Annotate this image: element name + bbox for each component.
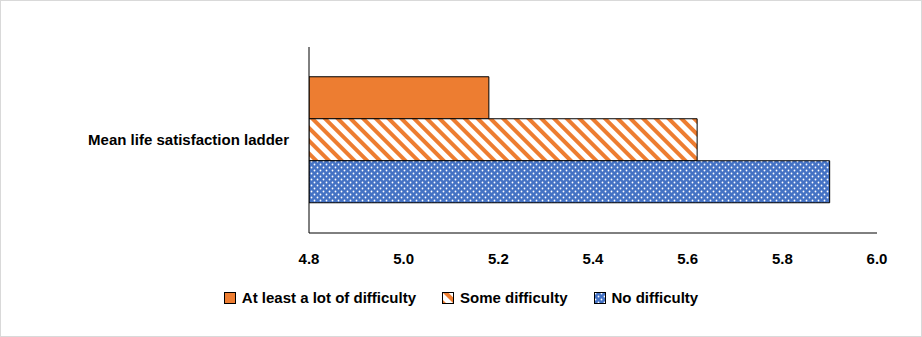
html-text:No difficulty: No difficulty xyxy=(611,289,699,306)
html-text:Some difficulty: Some difficulty xyxy=(460,289,568,306)
svg-text:Mean life satisfaction ladder: Mean life satisfaction ladder xyxy=(88,131,289,148)
svg-text:5.2: 5.2 xyxy=(488,250,509,267)
html-text:At least a lot of difficulty: At least a lot of difficulty xyxy=(241,289,416,306)
svg-text:6.0: 6.0 xyxy=(867,250,888,267)
svg-text:5.6: 5.6 xyxy=(677,250,698,267)
svg-text:5.4: 5.4 xyxy=(583,250,605,267)
svg-text:5.8: 5.8 xyxy=(772,250,793,267)
svg-text:5.0: 5.0 xyxy=(393,250,414,267)
svg-text:4.8: 4.8 xyxy=(299,250,320,267)
